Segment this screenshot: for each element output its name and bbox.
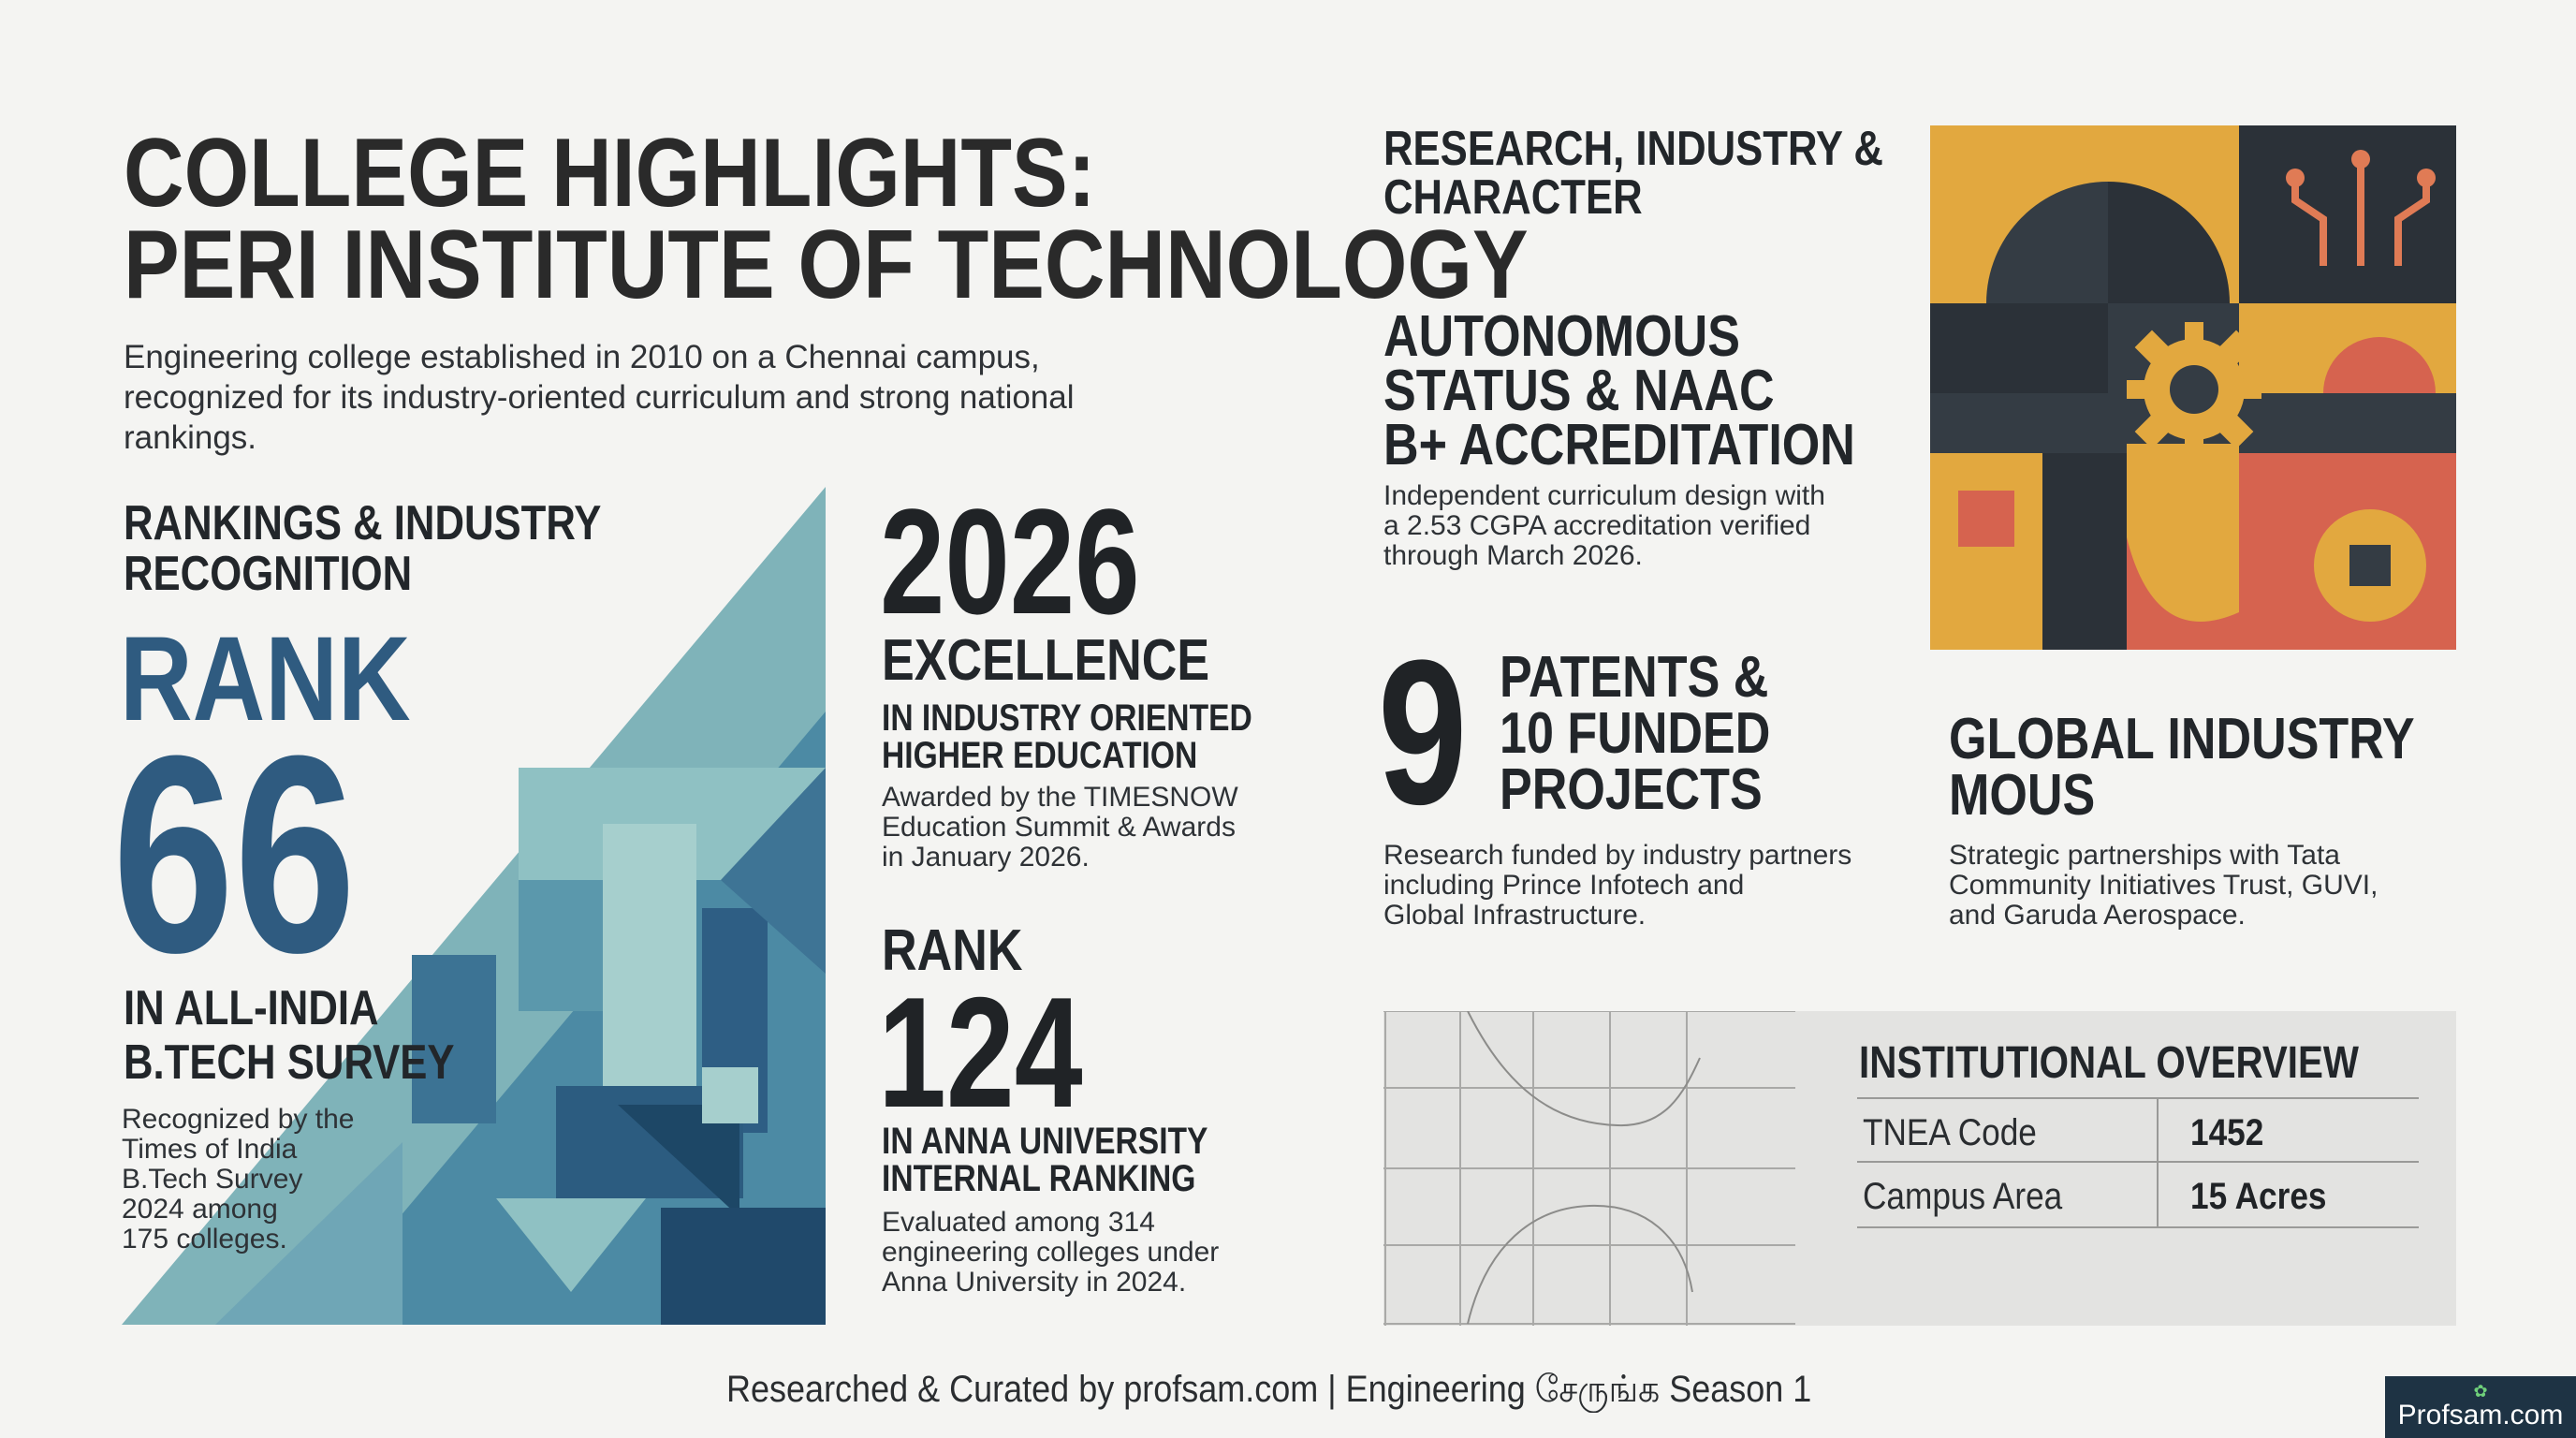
page-title-line-2: PERI INSTITUTE OF TECHNOLOGY (124, 211, 1529, 319)
desc-line: Evaluated among 314 (882, 1207, 1155, 1238)
desc-line: Recognized by the (122, 1104, 355, 1135)
anna-rank-word: RANK (882, 918, 1023, 983)
column-divider (2157, 1163, 2159, 1226)
excellence-heading: EXCELLENCE (882, 628, 1210, 693)
desc-line: Awarded by the TIMESNOW (882, 782, 1238, 813)
overview-value: 1452 (2190, 1112, 2264, 1153)
rankings-heading-line-2: RECOGNITION (124, 547, 413, 601)
rankings-heading-line-1: RANKINGS & INDUSTRY (124, 496, 602, 550)
overview-table: TNEA Code 1452 Campus Area 15 Acres (1857, 1097, 2419, 1228)
overview-heading: INSTITUTIONAL OVERVIEW (1859, 1038, 2359, 1088)
anna-rank-number: 124 (878, 964, 1083, 1140)
profsam-badge[interactable]: ✿ Profsam.com (2385, 1376, 2576, 1438)
desc-line: Global Infrastructure. (1383, 900, 1647, 931)
desc-line: a 2.53 CGPA accreditation verified (1383, 510, 1811, 541)
patents-number: 9 (1378, 617, 1468, 847)
desc-line: through March 2026. (1383, 540, 1643, 571)
footer-credit: Researched & Curated by profsam.com | En… (726, 1369, 1812, 1410)
badge-logo-icon: ✿ (2473, 1382, 2488, 1401)
mous-heading-line-2: MOUS (1949, 763, 2096, 828)
intro-line: Engineering college established in 2010 … (124, 339, 1040, 375)
intro-line: rankings. (124, 419, 257, 456)
research-heading-line-1: RESEARCH, INDUSTRY & (1383, 122, 1883, 176)
intro-text: Engineering college established in 2010 … (124, 337, 1322, 458)
autonomy-heading-line-1: AUTONOMOUS (1383, 304, 1740, 369)
desc-line: B.Tech Survey (122, 1164, 303, 1195)
rank-word: RANK (120, 612, 411, 746)
patents-label-line-3: PROJECTS (1500, 757, 1763, 822)
badge-text: Profsam.com (2397, 1400, 2564, 1431)
institutional-overview-panel: INSTITUTIONAL OVERVIEW TNEA Code 1452 Ca… (1383, 1011, 2456, 1326)
patents-label-line-2: 10 FUNDED (1500, 701, 1771, 766)
excellence-description: Awarded by the TIMESNOW Education Summit… (882, 783, 1238, 873)
anna-rank-sub-line-2: INTERNAL RANKING (882, 1158, 1196, 1199)
excellence-year: 2026 (880, 477, 1140, 645)
intro-line: recognized for its industry-oriented cur… (124, 379, 1075, 416)
blueprint-grid-illustration (1383, 1011, 1795, 1326)
desc-line: Education Summit & Awards (882, 812, 1236, 843)
desc-line: 175 colleges. (122, 1224, 287, 1255)
column-divider (2157, 1099, 2159, 1163)
overview-value: 15 Acres (2190, 1176, 2327, 1217)
rank-description: Recognized by the Times of India B.Tech … (122, 1105, 355, 1255)
desc-line: Community Initiatives Trust, GUVI, (1949, 870, 2378, 901)
overview-row-campus: Campus Area 15 Acres (1857, 1161, 2419, 1228)
mous-heading-line-1: GLOBAL INDUSTRY (1949, 707, 2415, 771)
desc-line: in January 2026. (882, 842, 1090, 873)
rank-label-line-2: B.TECH SURVEY (124, 1035, 455, 1090)
autonomy-heading-line-3: B+ ACCREDITATION (1383, 413, 1855, 477)
autonomy-heading-line-2: STATUS & NAAC (1383, 359, 1775, 423)
desc-line: Research funded by industry partners (1383, 840, 1852, 871)
autonomy-description: Independent curriculum design with a 2.5… (1383, 481, 1825, 571)
anna-rank-description: Evaluated among 314 engineering colleges… (882, 1208, 1219, 1298)
patents-label-line-1: PATENTS & (1500, 645, 1769, 710)
desc-line: Strategic partnerships with Tata (1949, 840, 2340, 871)
overview-label: Campus Area (1863, 1176, 2063, 1217)
overview-row-tnea: TNEA Code 1452 (1857, 1097, 2419, 1163)
rank-number-66: 66 (112, 697, 357, 1011)
desc-line: including Prince Infotech and (1383, 870, 1745, 901)
desc-line: engineering colleges under (882, 1237, 1220, 1268)
mosaic-gear-circuit-illustration (1930, 125, 2456, 650)
desc-line: and Garuda Aerospace. (1949, 900, 2246, 931)
patents-description: Research funded by industry partners inc… (1383, 841, 1852, 931)
overview-label: TNEA Code (1863, 1112, 2037, 1153)
desc-line: Independent curriculum design with (1383, 480, 1825, 511)
rank-label-line-1: IN ALL-INDIA (124, 981, 379, 1035)
geometric-bar-chart-illustration (122, 487, 826, 1325)
desc-line: 2024 among (122, 1194, 278, 1225)
excellence-sub-line-2: HIGHER EDUCATION (882, 735, 1198, 776)
page-title-line-1: COLLEGE HIGHLIGHTS: (124, 119, 1096, 227)
anna-rank-sub-line-1: IN ANNA UNIVERSITY (882, 1121, 1208, 1162)
excellence-sub-line-1: IN INDUSTRY ORIENTED (882, 697, 1252, 739)
desc-line: Anna University in 2024. (882, 1267, 1187, 1298)
mous-description: Strategic partnerships with Tata Communi… (1949, 841, 2378, 931)
desc-line: Times of India (122, 1134, 298, 1165)
research-heading-line-2: CHARACTER (1383, 170, 1643, 225)
